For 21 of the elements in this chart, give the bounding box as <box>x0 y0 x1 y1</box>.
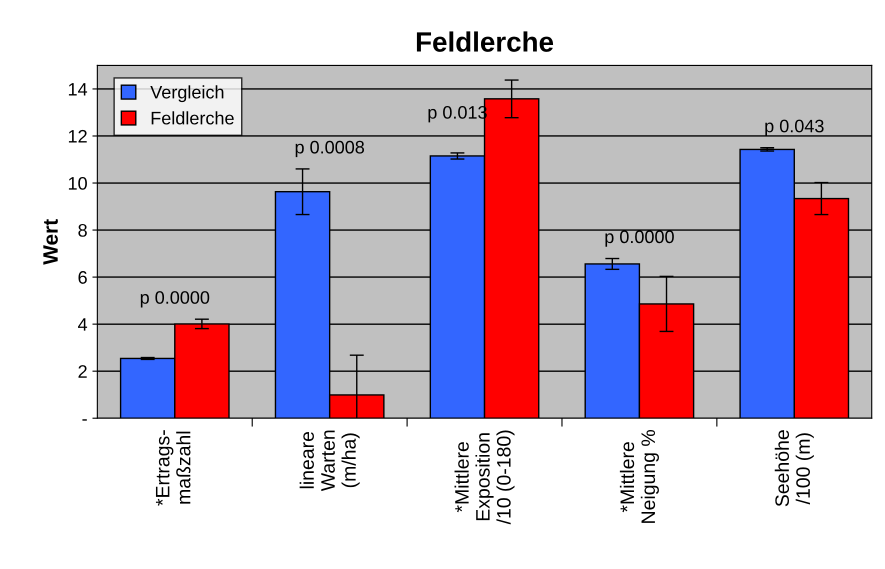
legend-label: Vergleich <box>150 85 224 102</box>
y-tick-label: - <box>82 419 87 421</box>
y-tick-label: 8 <box>78 224 87 237</box>
x-tick-label: *Mittlere Exposition /10 (0-180) <box>454 430 515 524</box>
y-tick-label: 6 <box>78 271 87 284</box>
y-tick-label: 14 <box>68 83 88 96</box>
x-tick-label: lineare Warten (m/ha) <box>300 430 360 492</box>
x-tick-label: *Mittlere Neigung % <box>620 430 659 523</box>
y-axis-title: Wert <box>43 219 58 265</box>
annotation: p 0.0000 <box>140 291 210 308</box>
legend-label: Feldlerche <box>152 111 234 125</box>
chart-title: Feldlerche <box>416 31 554 52</box>
y-tick-label: 4 <box>78 318 88 331</box>
annotation: p 0.0008 <box>296 140 364 158</box>
y-tick-label: 2 <box>78 365 87 378</box>
annotation: p 0.043 <box>765 120 824 136</box>
y-tick-label: 12 <box>68 130 87 143</box>
y-tick-label: 10 <box>68 176 87 190</box>
x-tick-label: Seehöhe /100 (m) <box>774 430 814 506</box>
annotation: p 0.0000 <box>605 230 674 247</box>
x-tick-label: *Ertrags- maßzahl <box>156 430 190 506</box>
